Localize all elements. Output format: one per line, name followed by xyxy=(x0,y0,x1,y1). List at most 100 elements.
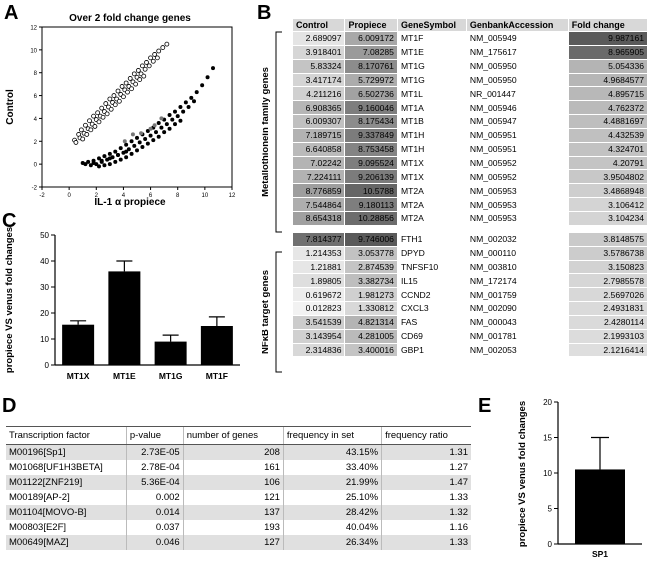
chart-e-ytick-label: 15 xyxy=(543,434,552,443)
tf-number-of-genes: 121 xyxy=(182,490,284,505)
chart-a-point-mid xyxy=(148,126,153,131)
tf-frequency-in-set: 40.04% xyxy=(282,520,382,535)
gene-accession: NM_002090 xyxy=(465,301,569,316)
tf-name: M00803[E2F] xyxy=(9,522,67,533)
gene-propiece-value: 8.753458 xyxy=(344,141,398,157)
chart-a-ytick-label: 12 xyxy=(30,26,37,32)
chart-a-point-filled xyxy=(107,162,112,167)
gene-control-value: 3.918401 xyxy=(291,44,346,60)
chart-a-point-filled xyxy=(97,164,101,169)
bar-chart-e: 0 5 10 15 20 SP1 propiece VS venus fold chan… xyxy=(517,398,642,559)
gene-accession: NM_005952 xyxy=(465,155,569,171)
gene-fold-change: 2.5697026 xyxy=(567,287,649,303)
chart-a-point-filled xyxy=(118,146,123,151)
chart-c-bar-mt1g xyxy=(154,341,187,365)
chart-a-point-filled xyxy=(86,159,91,164)
gene-control-value: 2.689097 xyxy=(291,31,346,46)
chart-a-point-hollow xyxy=(148,55,153,61)
gene-accession: NM_005947 xyxy=(465,114,569,129)
chart-a-point-hollow xyxy=(103,101,109,106)
chart-a-point-hollow xyxy=(127,76,133,81)
tf-row: M01122[ZNF219] 5.36E-04 106 21.99% 1.47 xyxy=(6,475,471,490)
tf-table: Transcription factor p-value number of g… xyxy=(6,426,471,550)
panel-label-a: A xyxy=(4,2,19,24)
chart-a-point-hollow xyxy=(92,124,98,129)
chart-a-point-hollow xyxy=(164,41,170,47)
chart-a-point-filled xyxy=(211,66,215,71)
gene-row: 3.417174 5.729972 MT1G NM_005950 4.9684577 xyxy=(291,72,649,88)
chart-a-point-hollow xyxy=(87,118,92,124)
gene-fold-change: 2.7985578 xyxy=(567,273,649,289)
bracket-metallothionein xyxy=(275,31,282,233)
col-frequency-in-set: frequency in set xyxy=(282,426,382,445)
chart-a-point-filled xyxy=(192,99,196,104)
col-control: Control xyxy=(291,18,346,32)
chart-a-point-hollow xyxy=(100,114,106,120)
gene-accession: NM_005953 xyxy=(465,183,569,199)
tf-name: M00196[Sp1] xyxy=(6,444,127,460)
gene-symbol: MT2A xyxy=(396,197,467,212)
gene-propiece-value: 1.981273 xyxy=(344,287,398,303)
gene-propiece-value: 6.502736 xyxy=(344,86,398,102)
gene-fold-change: 3.8148575 xyxy=(567,231,649,247)
chart-a-ytick-label: -2 xyxy=(32,186,38,192)
gene-control-value: 6.908365 xyxy=(291,100,346,116)
gene-accession: NM_005953 xyxy=(465,197,569,212)
chart-e-ytick-label: 10 xyxy=(543,469,552,478)
chart-a-point-filled xyxy=(124,155,129,160)
chart-a-ytick-label: 0 xyxy=(34,163,38,169)
gene-accession: NM_172174 xyxy=(465,273,569,289)
gene-symbol: FAS xyxy=(396,314,467,330)
chart-a-ytick-label: 2 xyxy=(34,140,38,146)
gene-fold-change: 4.895715 xyxy=(567,86,649,102)
tf-frequency-in-set: 21.99% xyxy=(282,475,382,490)
gene-fold-change: 3.9504802 xyxy=(567,169,649,185)
gene-table: Control Propiece GeneSymbol GenbankAcces… xyxy=(291,18,649,358)
chart-a-point-hollow xyxy=(137,77,143,82)
chart-a-point-filled xyxy=(145,129,150,133)
gene-propiece-value: 6.009172 xyxy=(344,31,398,46)
chart-a-point-hollow xyxy=(111,93,117,98)
chart-a-point-filled xyxy=(99,158,104,163)
chart-a-point-filled xyxy=(173,109,177,114)
group-separator-cell xyxy=(292,225,648,233)
chart-a-point-hollow xyxy=(142,66,148,72)
gene-symbol: FTH1 xyxy=(396,231,467,247)
gene-propiece-value: 4.821314 xyxy=(344,314,398,330)
chart-a-point-hollow xyxy=(133,81,139,87)
gene-control-value: 5.83324 xyxy=(291,58,346,74)
gene-row: 3.918401 7.08285 MT1E NM_175617 8.965905 xyxy=(291,44,649,60)
gene-propiece-value: 9.180113 xyxy=(344,197,398,212)
gene-control-value: 8.776859 xyxy=(291,183,346,199)
chart-a-point-filled xyxy=(124,149,129,154)
chart-c-ytick-label: 40 xyxy=(40,257,49,266)
gene-control-value: 1.214353 xyxy=(291,245,346,261)
gene-fold-change: 5.054336 xyxy=(567,58,649,74)
gene-control-value: 3.143954 xyxy=(291,328,346,344)
chart-a-point-filled xyxy=(132,143,137,148)
chart-a-point-mid xyxy=(152,123,157,128)
chart-a-point-filled xyxy=(167,113,172,117)
chart-a-point-filled xyxy=(167,126,172,131)
chart-a-point-filled xyxy=(173,122,177,127)
chart-a-point-filled xyxy=(186,105,191,109)
chart-c-ytick-label: 50 xyxy=(40,231,49,240)
gene-fold-change: 3.5786738 xyxy=(567,245,649,261)
gene-propiece-value: 1.330812 xyxy=(344,301,398,316)
chart-a-xtick-label: -2 xyxy=(39,193,45,199)
chart-a-point-filled xyxy=(162,130,167,135)
group-label-nfkb: NFκB target genes xyxy=(262,270,271,354)
chart-a-point-filled xyxy=(88,163,93,168)
chart-a-point-hollow xyxy=(91,113,96,119)
gene-fold-change: 8.965905 xyxy=(567,44,649,60)
tf-row: M00649[MAZ] 0.046 127 26.34% 1.33 xyxy=(6,535,471,550)
tf-p-value: 0.002 xyxy=(125,490,184,505)
gene-fold-change: 2.4931831 xyxy=(567,301,649,316)
chart-a-point-filled xyxy=(97,156,101,161)
gene-accession: NM_005949 xyxy=(465,31,569,46)
panel-label-b: B xyxy=(257,2,272,24)
gene-row: 2.314836 3.400016 GBP1 NM_002053 2.1216414 xyxy=(291,342,649,358)
tf-name: M00189[AP-2] xyxy=(9,492,70,503)
panel-b-brackets: Metallothionein family genes NFκB target… xyxy=(262,31,282,373)
chart-e-bar-sp1 xyxy=(575,469,625,544)
